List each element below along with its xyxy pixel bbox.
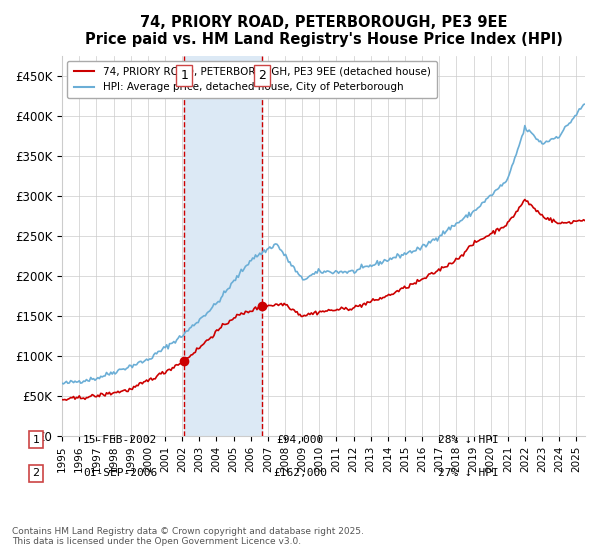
Text: £162,000: £162,000: [273, 468, 327, 478]
Text: £94,000: £94,000: [277, 435, 323, 445]
Text: 2: 2: [32, 468, 40, 478]
Text: 15-FEB-2002: 15-FEB-2002: [83, 435, 157, 445]
Bar: [184, 55, 262, 436]
Legend: 74, PRIORY ROAD, PETERBOROUGH, PE3 9EE (detached house), HPI: Average price, det: 74, PRIORY ROAD, PETERBOROUGH, PE3 9EE (…: [67, 60, 437, 99]
Text: 28% ↓ HPI: 28% ↓ HPI: [437, 435, 499, 445]
Text: Contains HM Land Registry data © Crown copyright and database right 2025.
This d: Contains HM Land Registry data © Crown c…: [12, 526, 364, 546]
Text: 01-SEP-2006: 01-SEP-2006: [83, 468, 157, 478]
Text: 1: 1: [180, 69, 188, 82]
Text: 27% ↓ HPI: 27% ↓ HPI: [437, 468, 499, 478]
Text: 2: 2: [258, 69, 266, 82]
Text: 1: 1: [32, 435, 40, 445]
Title: 74, PRIORY ROAD, PETERBOROUGH, PE3 9EE
Price paid vs. HM Land Registry's House P: 74, PRIORY ROAD, PETERBOROUGH, PE3 9EE P…: [85, 15, 562, 48]
